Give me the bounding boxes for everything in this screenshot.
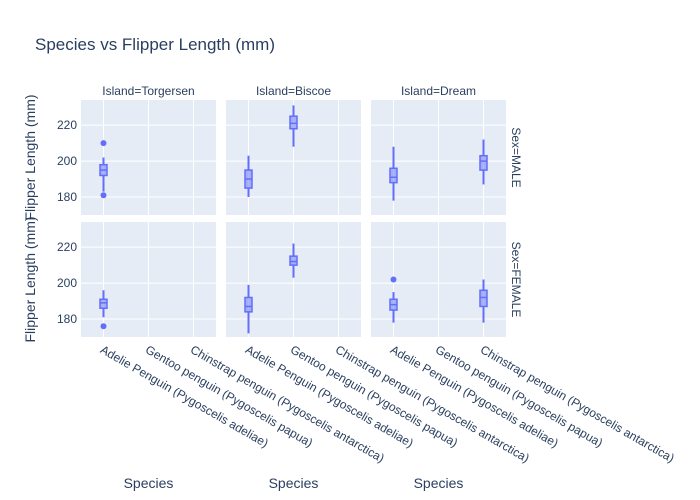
box-iqr xyxy=(289,255,298,266)
box-iqr xyxy=(479,154,488,171)
outlier-point xyxy=(100,323,107,330)
y-axis-title: Flipper Length (mm) xyxy=(22,94,38,220)
row-facet-label: Sex=MALE xyxy=(509,127,523,187)
box-iqr xyxy=(99,298,108,309)
chart-title: Species vs Flipper Length (mm) xyxy=(35,35,275,54)
x-axis-title: Species xyxy=(269,475,319,491)
y-tick-label: 220 xyxy=(57,118,77,132)
box-trace xyxy=(244,284,253,334)
outlier-point xyxy=(100,192,107,199)
x-axis-title: Species xyxy=(124,475,174,491)
box-trace xyxy=(389,146,398,201)
y-tick-label: 200 xyxy=(57,276,77,290)
column-facet-label: Island=Biscoe xyxy=(256,84,331,98)
row-facet-label: Sex=FEMALE xyxy=(509,242,523,318)
box-trace xyxy=(479,279,488,323)
box-trace xyxy=(99,290,108,330)
y-axis-title: Flipper Length (mm) xyxy=(22,216,38,342)
y-tick-label: 180 xyxy=(57,190,77,204)
box-trace xyxy=(389,276,398,323)
column-facet-label: Island=Torgersen xyxy=(102,84,194,98)
column-facet-label: Island=Dream xyxy=(401,84,476,98)
y-tick-label: 200 xyxy=(57,154,77,168)
y-tick-label: 220 xyxy=(57,240,77,254)
box-trace xyxy=(289,243,298,278)
box-iqr xyxy=(479,289,488,308)
y-tick-label: 180 xyxy=(57,312,77,326)
box-trace xyxy=(289,105,298,147)
box-iqr xyxy=(389,167,398,184)
box-trace xyxy=(479,139,488,185)
box-trace xyxy=(244,155,253,198)
outlier-point xyxy=(390,276,397,283)
x-axis-title: Species xyxy=(414,475,464,491)
box-trace xyxy=(99,140,108,199)
outlier-point xyxy=(100,140,107,147)
box-iqr xyxy=(289,115,298,130)
box-iqr xyxy=(244,296,253,313)
